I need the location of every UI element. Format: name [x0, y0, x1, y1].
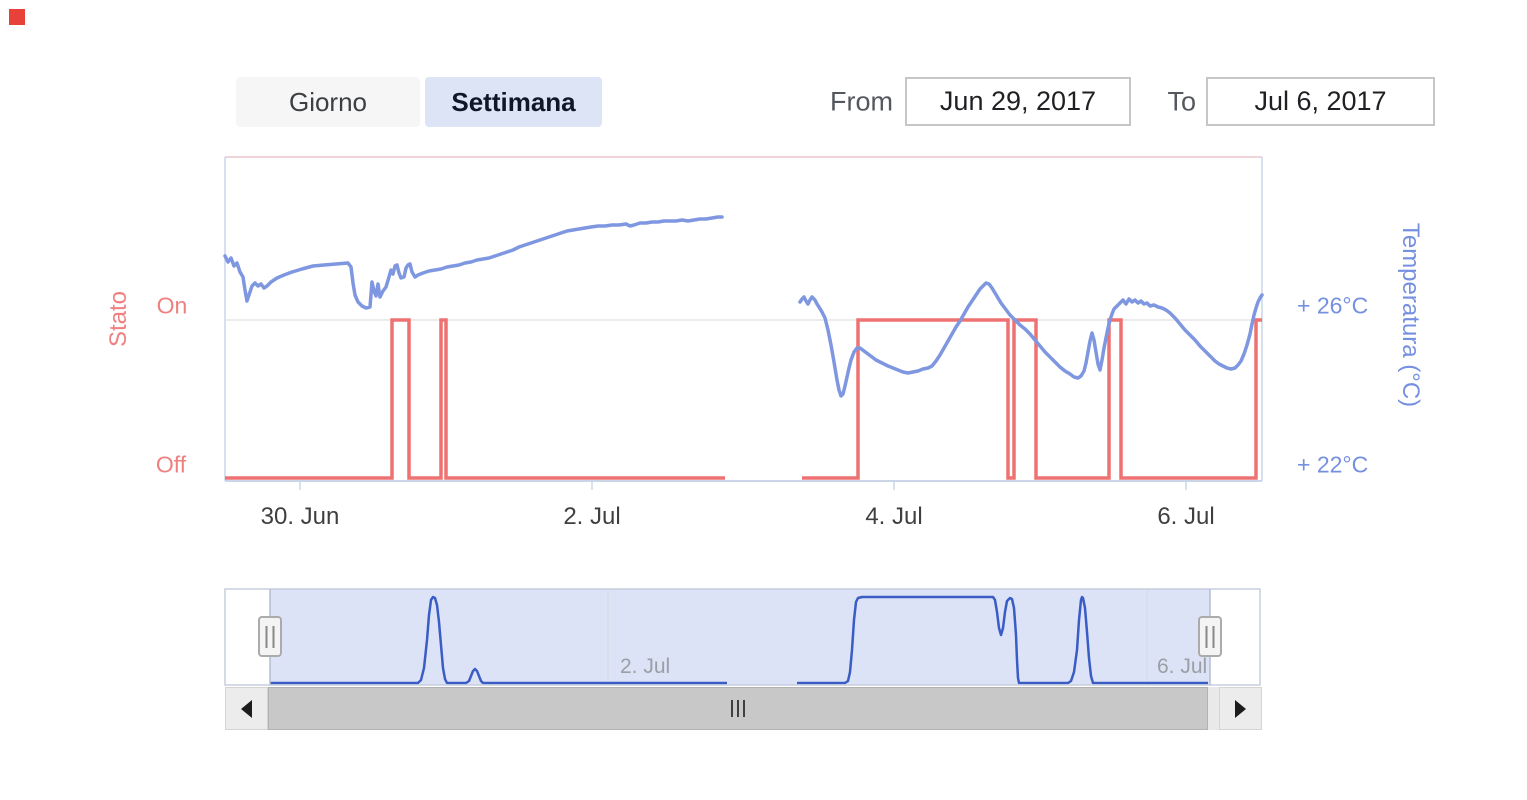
navigator-outline [224, 588, 1261, 686]
navigator-series-line [270, 595, 727, 685]
navigator-right-handle[interactable] [1198, 616, 1222, 657]
scrollbar-grip-icon [731, 700, 733, 717]
stato-series-line [802, 318, 1262, 480]
to-date-input[interactable] [1206, 77, 1435, 126]
scroll-left-button[interactable] [225, 687, 268, 730]
navigator-date-label: 2. Jul [620, 655, 670, 678]
to-label: To [1167, 86, 1196, 117]
temperatura-series-line [798, 281, 1264, 398]
recording-indicator [9, 9, 25, 25]
scroll-right-arrow-icon [1235, 699, 1246, 718]
navigator-series-line [797, 595, 1208, 685]
scrollbar-grip-icon [743, 700, 745, 717]
navigator-date-label: 6. Jul [1157, 655, 1207, 678]
range-button-settimana[interactable]: Settimana [425, 77, 602, 127]
navigator-mask[interactable] [270, 589, 1210, 685]
navigator-left-handle[interactable] [258, 616, 282, 657]
scrollbar-thumb[interactable] [268, 687, 1208, 730]
scrollbar-grip-icon [737, 700, 739, 717]
from-label: From [830, 86, 893, 117]
stato-series-line [225, 318, 725, 480]
scroll-left-arrow-icon [241, 699, 252, 718]
scroll-right-button[interactable] [1219, 687, 1262, 730]
scrollbar [225, 687, 1262, 730]
from-date-input[interactable] [905, 77, 1131, 126]
temperatura-series-line [223, 215, 724, 310]
range-button-giorno[interactable]: Giorno [236, 77, 420, 127]
